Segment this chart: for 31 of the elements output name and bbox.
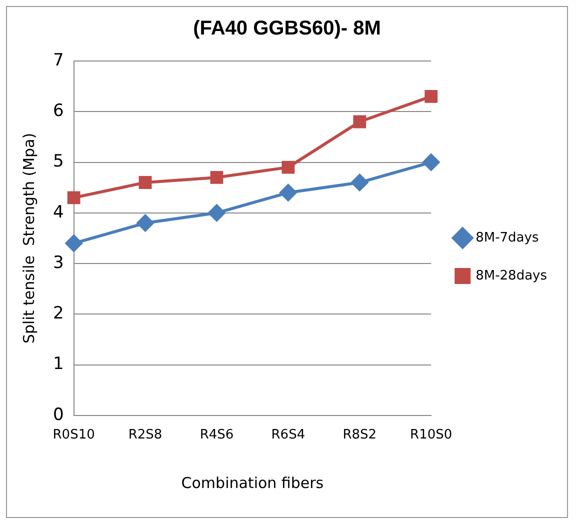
y-tick-label: 2 bbox=[52, 304, 64, 324]
y-tick-label: 7 bbox=[52, 50, 64, 70]
point bbox=[351, 174, 368, 192]
x-tick-label: R6S4 bbox=[271, 428, 306, 443]
x-tick-label: R10S0 bbox=[410, 428, 452, 443]
y-tick-label: 0 bbox=[52, 404, 64, 425]
y-tick-label: 6 bbox=[52, 101, 64, 122]
y-axis-title: Split tensile Strength (Mpa) bbox=[20, 132, 38, 344]
point bbox=[424, 90, 438, 103]
x-axis-title: Combination fibers bbox=[181, 474, 324, 492]
chart-title: (FA40 GGBS60)- 8M bbox=[193, 18, 381, 40]
x-tick-label: R0S10 bbox=[52, 428, 95, 443]
legend-label: 8M-28days bbox=[476, 268, 548, 284]
legend-label: 8M-7days bbox=[476, 230, 539, 246]
y-tick-label: 5 bbox=[52, 152, 64, 172]
y-tick-label: 1 bbox=[52, 354, 64, 374]
point bbox=[282, 160, 295, 174]
point bbox=[65, 234, 82, 252]
x-tick-label: R8S2 bbox=[342, 428, 377, 443]
point bbox=[210, 170, 224, 184]
point bbox=[208, 204, 226, 222]
point bbox=[353, 115, 366, 128]
x-tick-label: R4S6 bbox=[200, 428, 234, 443]
x-tick-label: R2S8 bbox=[128, 428, 162, 443]
point bbox=[67, 191, 80, 204]
point bbox=[422, 154, 440, 171]
point bbox=[138, 176, 152, 189]
y-tick-label: 3 bbox=[52, 252, 64, 273]
point bbox=[136, 214, 154, 232]
point bbox=[280, 184, 297, 202]
y-tick-label: 4 bbox=[52, 202, 64, 222]
